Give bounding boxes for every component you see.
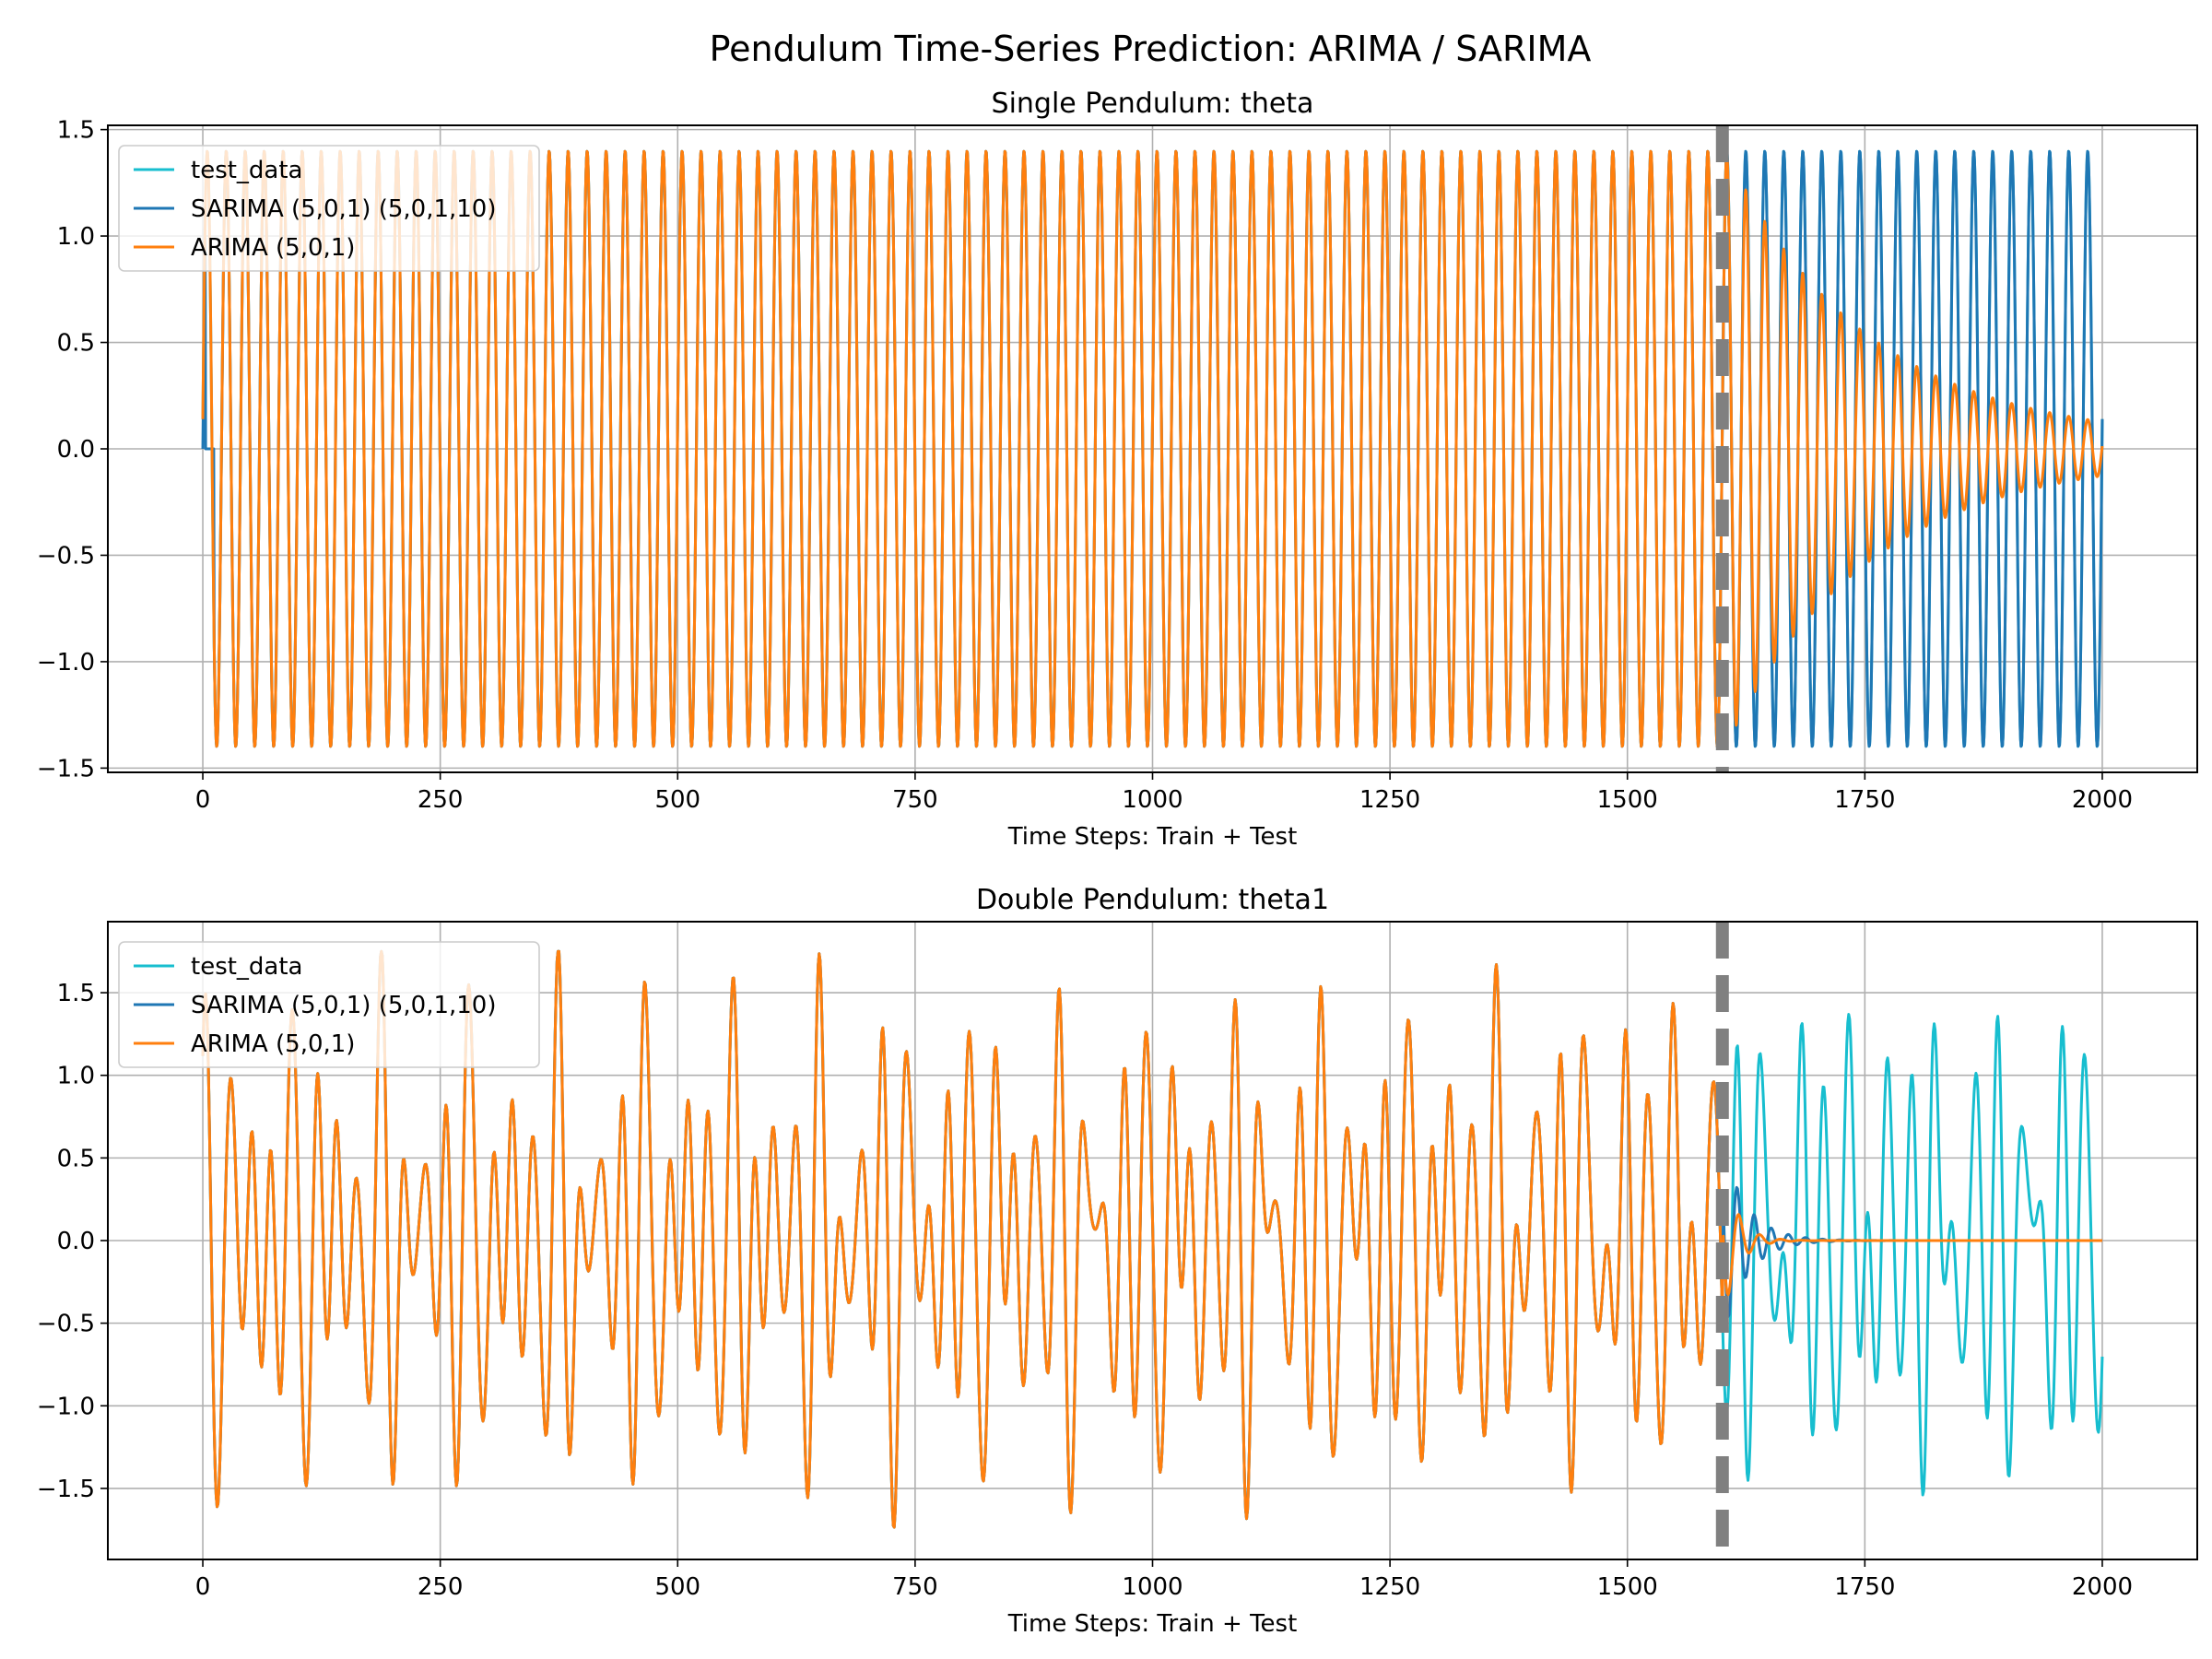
x-tick-label: 500 xyxy=(654,1573,700,1601)
x-tick-label: 1000 xyxy=(1122,786,1182,814)
x-axis-label: Time Steps: Train + Test xyxy=(1007,1610,1298,1638)
x-tick-label: 500 xyxy=(654,786,700,814)
x-tick-label: 1750 xyxy=(1834,1573,1895,1601)
y-tick-label: −1.5 xyxy=(37,1476,95,1503)
y-tick-label: 1.5 xyxy=(57,980,95,1007)
chart-title: Double Pendulum: theta1 xyxy=(976,884,1329,916)
y-tick-label: −1.0 xyxy=(37,649,95,677)
y-tick-label: −1.5 xyxy=(37,755,95,782)
x-axis-label: Time Steps: Train + Test xyxy=(1007,823,1298,851)
legend-label: SARIMA (5,0,1) (5,0,1,10) xyxy=(191,195,497,223)
chart-panel-2: 0 250 500 750 1000 1250 1500 1750 2000 −1.5 −1.0 −0… xyxy=(37,884,2198,1638)
x-tick-label: 250 xyxy=(418,1573,464,1601)
x-tick-label: 0 xyxy=(195,1573,211,1601)
y-tick-label: −1.0 xyxy=(37,1393,95,1420)
y-tick-label: 0.5 xyxy=(57,1145,95,1172)
legend-label: test_data xyxy=(191,157,303,184)
y-tick-label: −0.5 xyxy=(37,1311,95,1338)
x-tick-label: 1250 xyxy=(1359,786,1420,814)
legend-label: SARIMA (5,0,1) (5,0,1,10) xyxy=(191,992,497,1019)
x-tick-label: 250 xyxy=(418,786,464,814)
y-tick-label: −0.5 xyxy=(37,542,95,570)
figure-suptitle: Pendulum Time-Series Prediction: ARIMA /… xyxy=(710,29,1592,69)
series-line-arima xyxy=(201,949,2103,1529)
y-tick-label: 0.0 xyxy=(57,1228,95,1255)
x-tick-label: 2000 xyxy=(2072,1573,2133,1601)
legend-label: ARIMA (5,0,1) xyxy=(191,234,355,262)
x-tick-label: 1250 xyxy=(1359,1573,1420,1601)
legend-label: ARIMA (5,0,1) xyxy=(191,1030,355,1058)
chart-title: Single Pendulum: theta xyxy=(992,88,1314,120)
series-line-arima xyxy=(201,149,2104,748)
legend-label: test_data xyxy=(191,953,303,981)
y-tick-label: 1.5 xyxy=(57,117,95,145)
x-tick-label: 2000 xyxy=(2072,786,2133,814)
x-tick-label: 0 xyxy=(195,786,211,814)
legend: test_data SARIMA (5,0,1) (5,0,1,10) ARIMA … xyxy=(118,941,540,1068)
x-tick-label: 1500 xyxy=(1597,786,1658,814)
y-tick-label: 0.5 xyxy=(57,330,95,358)
x-tick-label: 750 xyxy=(892,1573,938,1601)
y-tick-label: 1.0 xyxy=(57,223,95,251)
legend-box xyxy=(118,941,540,1068)
x-tick-label: 1000 xyxy=(1122,1573,1182,1601)
legend-box xyxy=(118,145,540,272)
x-tick-label: 750 xyxy=(892,786,938,814)
chart-panel-1: 0 250 500 750 1000 1250 1500 1750 2000 −1.5 −1.0 −0… xyxy=(37,88,2198,851)
x-tick-label: 1750 xyxy=(1834,786,1895,814)
y-tick-label: 1.0 xyxy=(57,1063,95,1090)
y-tick-label: 0.0 xyxy=(57,436,95,464)
x-tick-label: 1500 xyxy=(1597,1573,1658,1601)
legend: test_data SARIMA (5,0,1) (5,0,1,10) ARIMA … xyxy=(118,145,540,272)
